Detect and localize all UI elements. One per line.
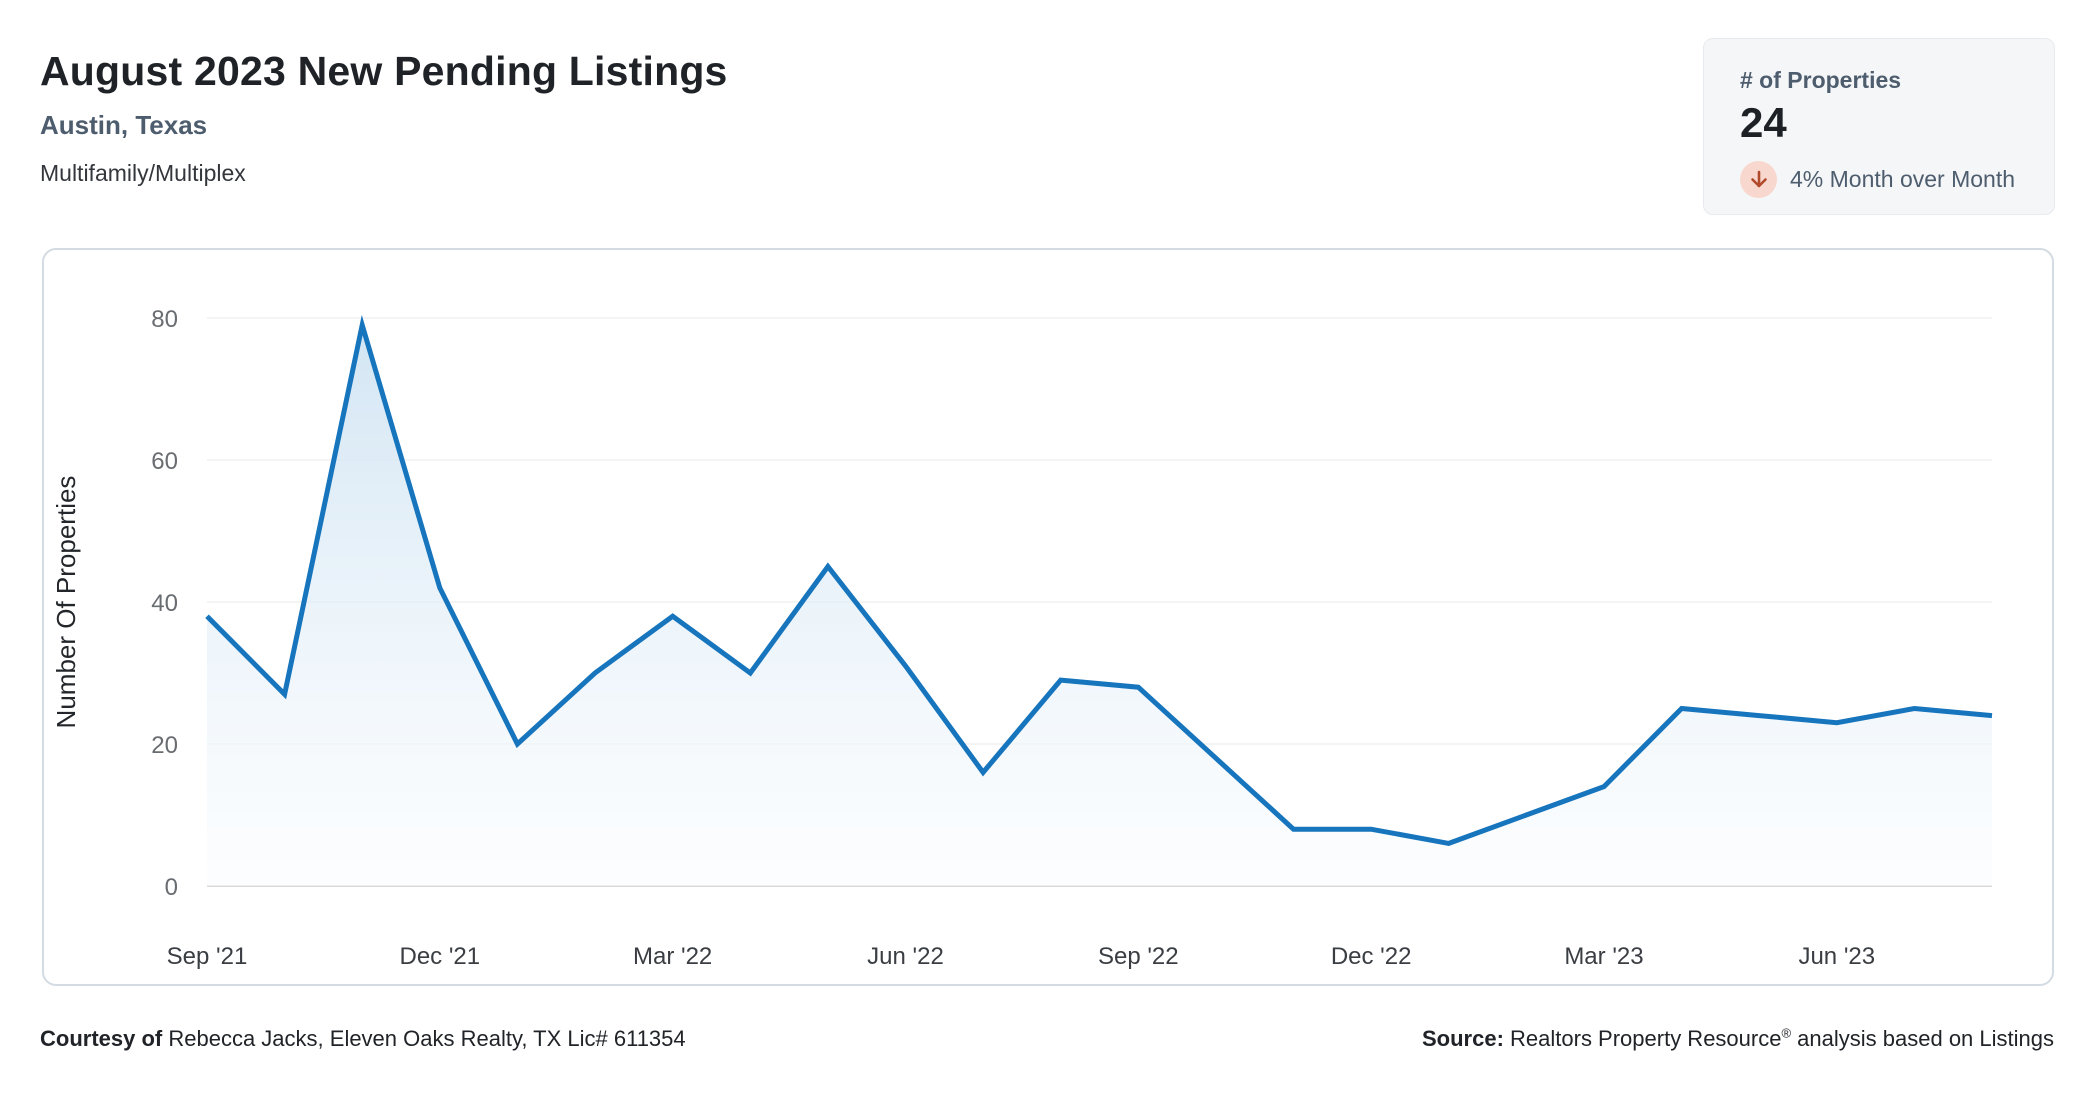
stat-card-value: 24: [1740, 99, 1787, 146]
x-tick-label-0: Sep '21: [167, 943, 248, 970]
delta-circle-badge: [1740, 161, 1777, 198]
registered-trademark-symbol: ®: [1781, 1025, 1792, 1041]
stat-card-label: # of Properties: [1740, 67, 1902, 93]
y-tick-label-0: 0: [165, 874, 178, 901]
courtesy-attribution: Courtesy of Rebecca Jacks, Eleven Oaks R…: [40, 1026, 686, 1051]
y-tick-label-60: 60: [151, 448, 178, 475]
x-tick-label-12: Sep '22: [1098, 943, 1179, 970]
y-tick-label-20: 20: [151, 732, 178, 759]
x-tick-label-15: Dec '22: [1331, 943, 1412, 970]
x-tick-label-21: Jun '23: [1798, 943, 1875, 970]
y-tick-label-40: 40: [151, 590, 178, 617]
x-tick-label-6: Mar '22: [633, 943, 712, 970]
pending-listings-area-chart: 0 20 40 60 80 Sep '21 Dec '21 Mar '22 Jun '22 Sep…: [51, 306, 1993, 970]
properties-stat-card: # of Properties 24 4% Month over Month: [1703, 38, 2055, 215]
y-tick-label-80: 80: [151, 306, 178, 333]
x-tick-label-9: Jun '22: [867, 943, 944, 970]
property-type-label: Multifamily/Multiplex: [40, 160, 246, 186]
page-title: August 2023 New Pending Listings: [40, 48, 728, 94]
delta-text: 4% Month over Month: [1790, 166, 2016, 192]
footer: Courtesy of Rebecca Jacks, Eleven Oaks R…: [40, 1026, 2054, 1052]
arrow-down-icon: [1750, 170, 1767, 187]
x-tick-label-18: Mar '23: [1564, 943, 1643, 970]
y-axis-title: Number Of Properties: [51, 476, 81, 729]
area-fill: [207, 325, 1992, 887]
source-attribution: Source: Realtors Property Resource® anal…: [1421, 1025, 2054, 1051]
data-line: [205, 314, 1993, 846]
month-over-month-delta: 4% Month over Month: [1740, 161, 2015, 198]
location-subtitle: Austin, Texas: [40, 110, 208, 140]
x-tick-label-3: Dec '21: [400, 943, 481, 970]
